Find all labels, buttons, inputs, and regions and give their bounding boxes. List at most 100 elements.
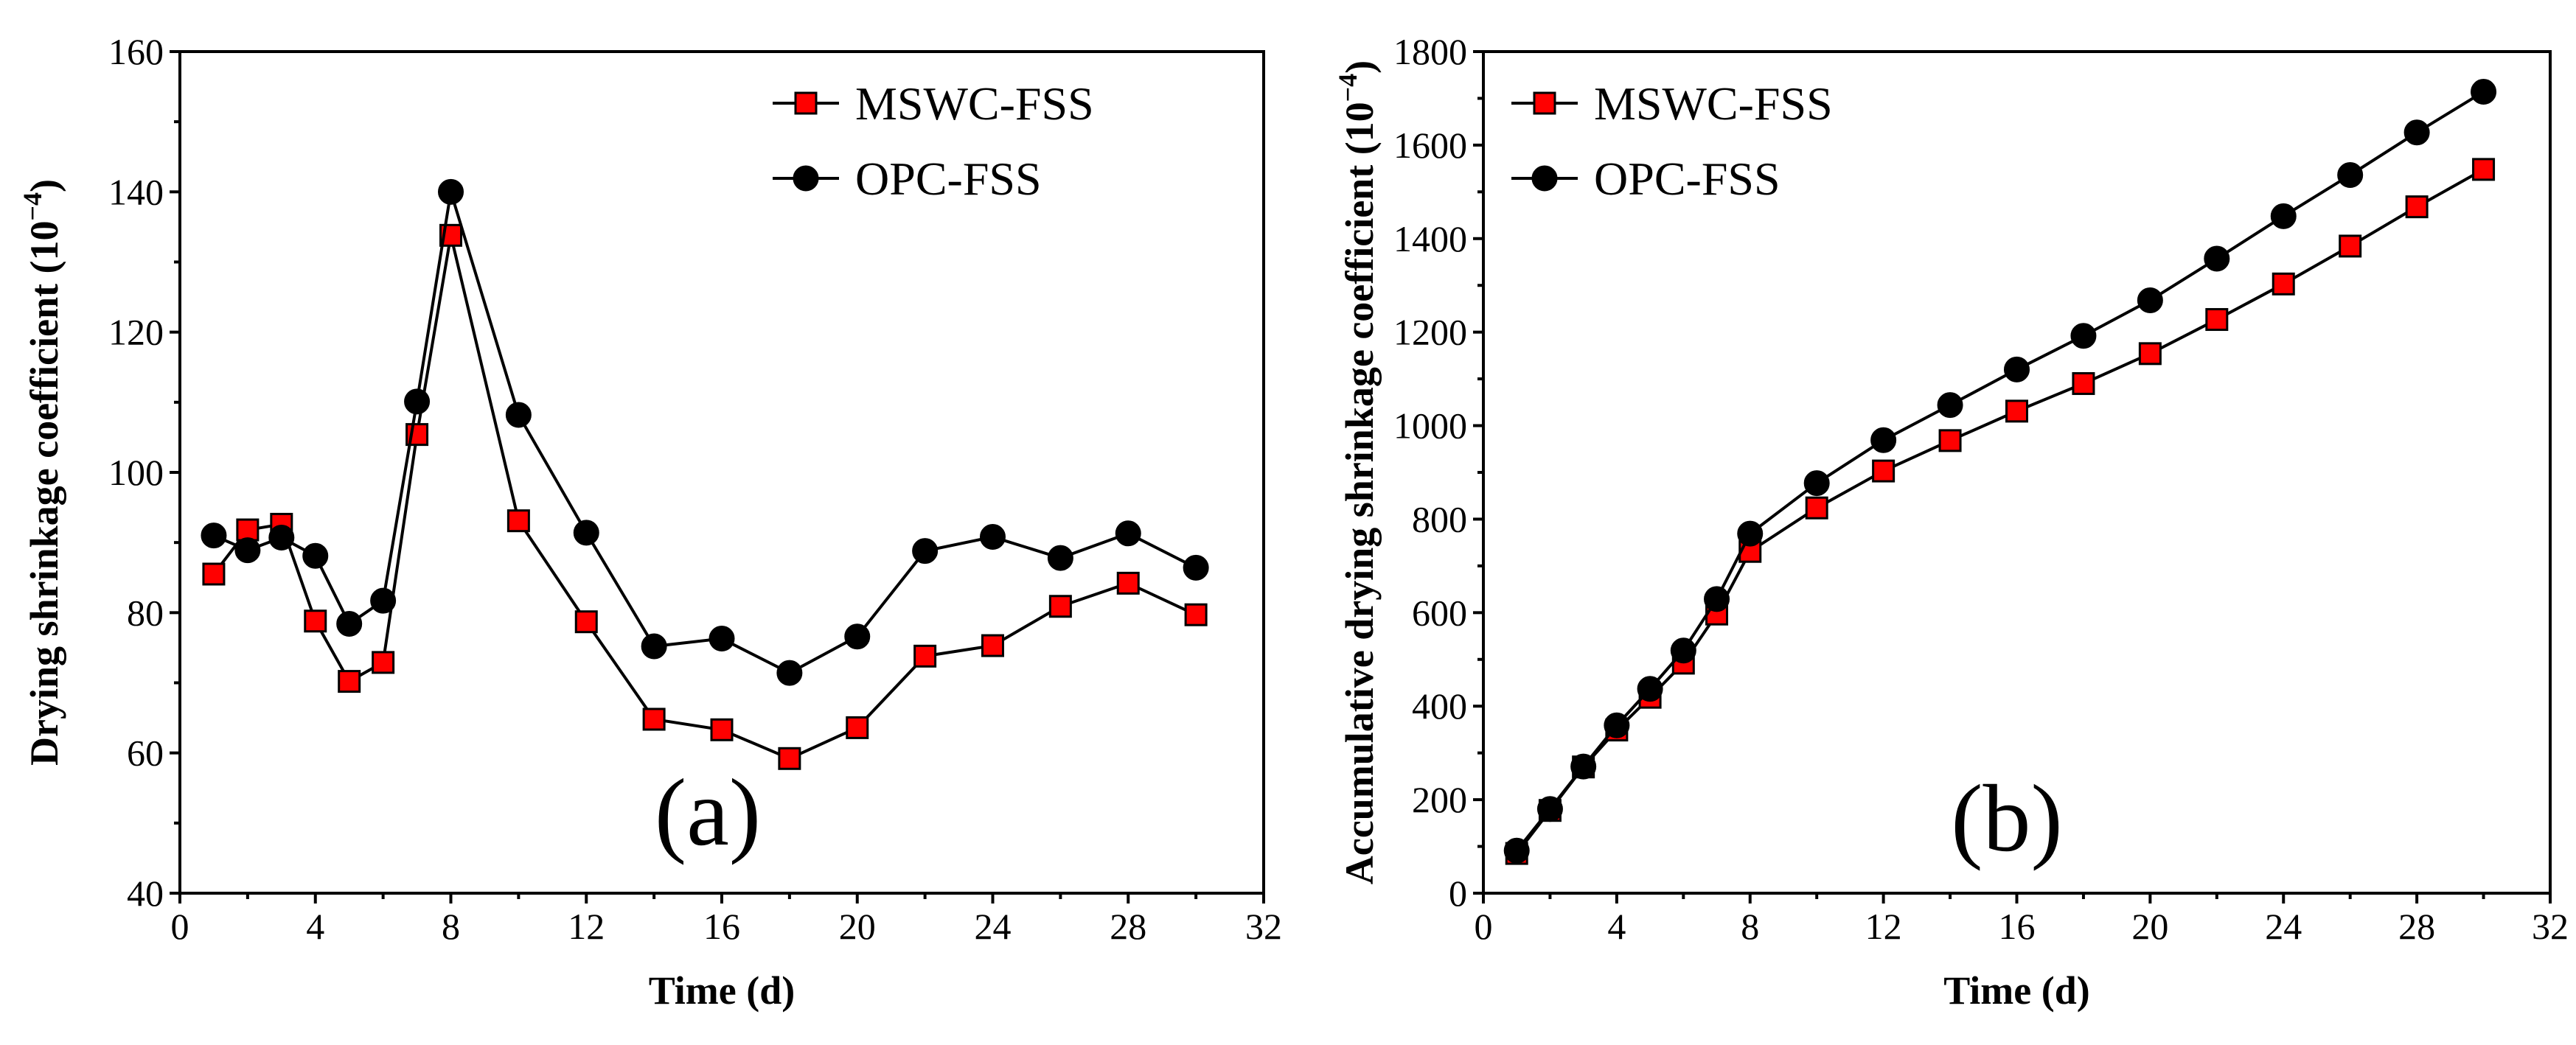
data-point <box>2270 203 2297 229</box>
data-point <box>1047 545 1073 571</box>
y-tick-label: 1200 <box>1393 312 1467 353</box>
x-tick-label: 8 <box>442 906 460 947</box>
data-point <box>573 520 599 546</box>
data-point <box>268 525 295 551</box>
x-tick-label: 12 <box>568 906 605 947</box>
data-point <box>912 538 939 565</box>
y-axis-title-close: ) <box>1337 60 1382 74</box>
data-point <box>980 524 1006 551</box>
y-tick-label: 600 <box>1412 592 1467 633</box>
series-line-mswc-fss <box>212 234 1197 761</box>
data-point <box>404 388 431 415</box>
data-point <box>981 634 1004 657</box>
data-point <box>2137 287 2163 314</box>
y-axis-title: Drying shrinkage coefficient (10−4) <box>18 179 66 766</box>
x-axis-title: Time (d) <box>1943 968 2090 1013</box>
data-point <box>304 609 327 633</box>
data-point <box>2272 272 2295 296</box>
y-axis-title: Accumulative drying shrinkage coefficien… <box>1333 60 1382 884</box>
data-point <box>1938 429 1962 452</box>
x-tick-label: 32 <box>2532 906 2569 947</box>
data-point <box>1937 392 1963 419</box>
series-line-opc-fss <box>1515 90 2485 852</box>
data-point <box>778 747 801 770</box>
legend-marker <box>793 165 819 192</box>
y-tick-label: 60 <box>127 733 164 774</box>
x-tick-label: 20 <box>2131 906 2168 947</box>
y-tick-label: 80 <box>127 592 164 633</box>
legend-marker <box>794 91 818 115</box>
y-tick-label: 1400 <box>1393 218 1467 259</box>
data-point <box>1570 753 1597 780</box>
y-tick-label: 140 <box>108 171 164 212</box>
legend-label: OPC-FSS <box>1594 153 1780 205</box>
x-tick-label: 12 <box>1865 906 1902 947</box>
data-point <box>1870 427 1897 453</box>
data-point <box>2004 356 2030 382</box>
data-point <box>1805 496 1828 520</box>
data-point <box>2005 399 2028 423</box>
data-point <box>710 718 734 741</box>
y-axis-title-exponent: −4 <box>18 192 47 221</box>
data-point <box>1737 520 1764 547</box>
data-point <box>2337 161 2364 188</box>
x-tick-label: 32 <box>1245 906 1282 947</box>
y-axis-title-text: Drying shrinkage coefficient (10 <box>22 221 66 766</box>
y-tick-label: 120 <box>108 312 164 353</box>
y-tick-label: 100 <box>108 452 164 493</box>
y-tick-label: 40 <box>127 873 164 914</box>
series-line-mswc-fss <box>1515 168 2485 855</box>
data-point <box>370 587 397 614</box>
x-axis-title: Time (d) <box>649 968 796 1013</box>
y-tick-label: 200 <box>1412 779 1467 820</box>
legend-label: OPC-FSS <box>855 153 1042 205</box>
data-point <box>202 562 226 586</box>
panel-label: (b) <box>1951 766 2063 872</box>
data-point <box>913 644 937 668</box>
data-point <box>2405 195 2429 219</box>
data-point <box>1604 712 1630 738</box>
data-point <box>438 178 464 205</box>
data-point <box>2205 308 2229 332</box>
x-tick-label: 16 <box>703 906 740 947</box>
data-point <box>505 402 532 428</box>
data-point <box>641 633 667 660</box>
chart-b: 0 4 8 12 16 20 24 28 32 0 200 400 600 800 1000 1200 1400… <box>1333 31 2569 1013</box>
data-point <box>1503 837 1530 864</box>
y-axis-title-text: Accumulative drying shrinkage coefficien… <box>1337 102 1382 884</box>
legend-label: MSWC-FSS <box>855 77 1094 130</box>
data-point <box>844 623 871 650</box>
data-point <box>507 509 530 533</box>
data-point <box>338 670 361 693</box>
x-tick-label: 28 <box>1110 906 1146 947</box>
data-point <box>302 542 329 569</box>
data-point <box>2471 79 2497 105</box>
y-axis-title-close: ) <box>22 179 66 192</box>
x-tick-label: 16 <box>1999 906 2036 947</box>
data-point <box>1536 796 1563 822</box>
x-tick-label: 4 <box>306 906 324 947</box>
y-tick-label: 800 <box>1412 498 1467 539</box>
x-tick-label: 4 <box>1607 906 1626 947</box>
data-point <box>2138 342 2162 366</box>
data-point <box>372 651 395 674</box>
data-point <box>1872 459 1896 483</box>
data-point <box>1116 571 1140 595</box>
data-point <box>574 610 598 634</box>
data-point <box>336 611 363 637</box>
data-point <box>1115 520 1141 547</box>
y-tick-label: 1600 <box>1393 125 1467 166</box>
data-point <box>1704 586 1730 612</box>
data-point <box>2472 158 2496 181</box>
x-tick-label: 28 <box>2398 906 2435 947</box>
legend-marker <box>1533 91 1556 115</box>
y-tick-label: 1800 <box>1393 31 1467 72</box>
data-point <box>1803 470 1830 497</box>
data-point <box>1183 554 1209 581</box>
x-tick-label: 0 <box>1475 906 1493 947</box>
data-point <box>846 716 869 739</box>
data-point <box>236 518 260 542</box>
data-point <box>2403 119 2430 146</box>
chart-a: 0 4 8 12 16 20 24 28 32 40 60 80 100 120 140 160 Time (d… <box>18 31 1282 1013</box>
